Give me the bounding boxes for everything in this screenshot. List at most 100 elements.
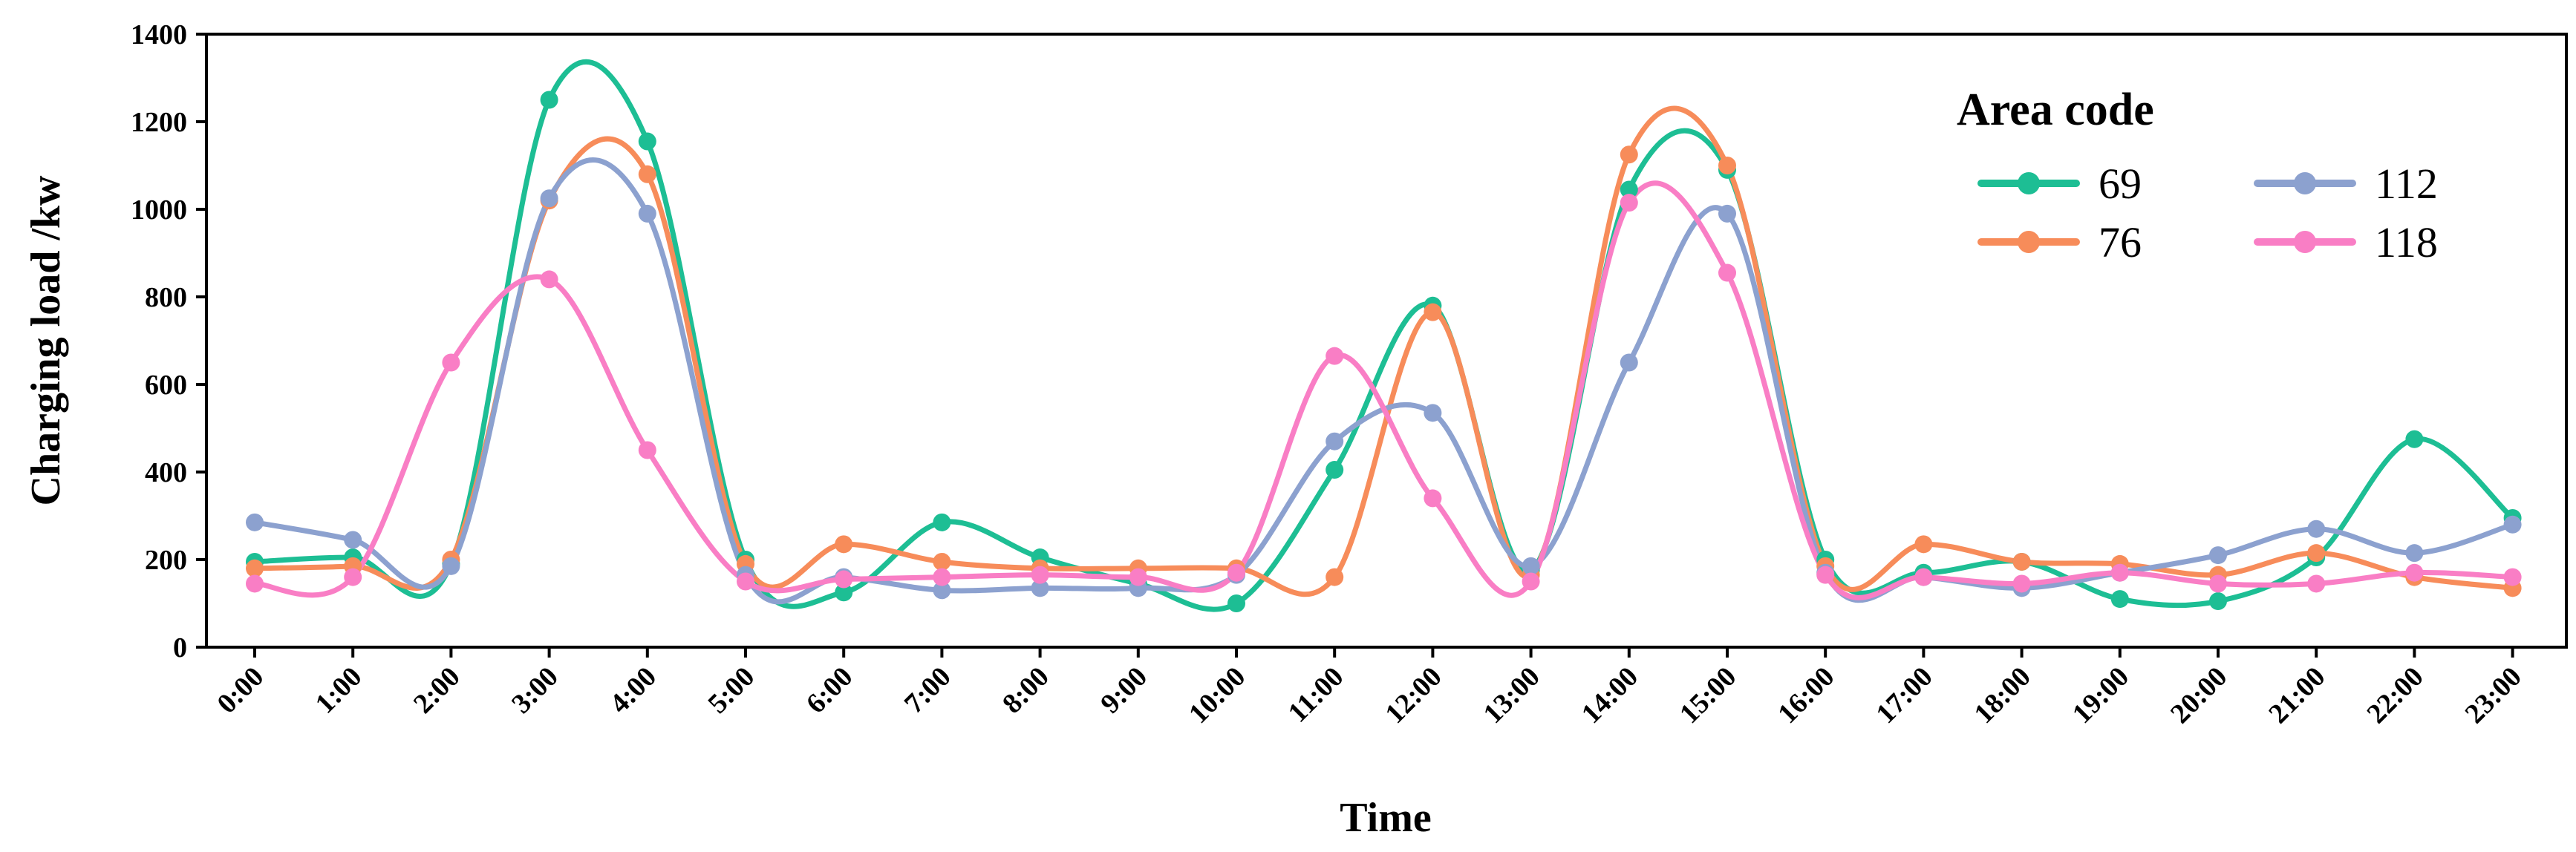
- x-tick-label: 9:00: [1095, 661, 1153, 720]
- data-point-118-12:00: [1424, 489, 1442, 508]
- data-point-118-0:00: [246, 574, 264, 593]
- data-point-118-9:00: [1129, 568, 1147, 586]
- x-tick-label: 0:00: [211, 661, 270, 720]
- data-point-69-10:00: [1227, 594, 1245, 612]
- x-tick-label: 14:00: [1576, 661, 1644, 730]
- x-tick-label: 23:00: [2459, 661, 2528, 730]
- data-point-118-4:00: [638, 441, 656, 459]
- y-tick-label: 1400: [131, 19, 187, 50]
- x-tick-label: 11:00: [1282, 661, 1350, 729]
- y-tick-label: 800: [145, 282, 187, 313]
- x-tick-label: 17:00: [1870, 661, 1938, 730]
- data-point-118-6:00: [835, 570, 853, 589]
- x-tick-label: 19:00: [2067, 661, 2135, 730]
- data-point-118-5:00: [737, 572, 754, 591]
- legend-marker-112: [2294, 172, 2316, 194]
- x-tick-label: 2:00: [408, 661, 466, 720]
- x-tick-label: 20:00: [2165, 661, 2233, 730]
- y-tick-label: 0: [173, 632, 187, 663]
- data-point-118-11:00: [1326, 347, 1344, 365]
- data-point-112-23:00: [2503, 515, 2522, 534]
- legend: Area code 69 76 112 118: [1957, 85, 2438, 266]
- series-line-118: [252, 180, 2516, 600]
- data-point-112-2:00: [442, 557, 460, 575]
- x-axis-ticks: 0:00 1:00 2:00 3:00 4:00 5:00 6:00 7:00 8:00 9:00…: [211, 647, 2528, 730]
- y-tick-label: 1200: [131, 107, 187, 138]
- data-point-112-21:00: [2307, 520, 2326, 538]
- series-lines: [252, 59, 2516, 612]
- data-point-69-19:00: [2110, 590, 2129, 609]
- data-point-118-10:00: [1227, 563, 1245, 582]
- data-point-76-15:00: [1718, 157, 1736, 174]
- y-axis-ticks: 0 200 400 600 800 1000 1200 1400: [131, 19, 206, 663]
- x-tick-label: 1:00: [310, 661, 368, 720]
- data-point-118-21:00: [2307, 574, 2326, 593]
- data-point-69-7:00: [933, 513, 951, 531]
- legend-label-76: 76: [2099, 218, 2142, 266]
- x-tick-label: 12:00: [1379, 661, 1447, 730]
- legend-label-118: 118: [2375, 218, 2438, 266]
- data-point-76-12:00: [1424, 303, 1442, 321]
- x-tick-label: 15:00: [1674, 661, 1742, 730]
- data-point-118-1:00: [344, 568, 362, 586]
- x-tick-label: 4:00: [604, 661, 662, 720]
- y-tick-label: 1000: [131, 194, 187, 226]
- legend-label-112: 112: [2375, 160, 2438, 208]
- x-tick-label: 8:00: [997, 661, 1055, 720]
- data-point-112-8:00: [1031, 579, 1049, 597]
- series-line-76: [252, 105, 2516, 597]
- data-point-76-6:00: [835, 535, 853, 554]
- data-point-118-15:00: [1718, 263, 1736, 282]
- x-tick-label: 22:00: [2361, 661, 2429, 730]
- data-point-112-12:00: [1424, 404, 1442, 422]
- data-point-118-7:00: [933, 568, 951, 586]
- data-point-118-23:00: [2503, 568, 2522, 586]
- y-tick-label: 600: [145, 370, 187, 401]
- data-point-76-11:00: [1326, 568, 1344, 586]
- data-point-76-14:00: [1620, 145, 1638, 164]
- data-point-69-4:00: [638, 132, 656, 151]
- data-point-112-4:00: [638, 204, 656, 223]
- x-tick-label: 13:00: [1478, 661, 1546, 730]
- data-point-118-20:00: [2209, 574, 2227, 593]
- x-tick-label: 6:00: [800, 661, 859, 720]
- legend-title: Area code: [1957, 85, 2154, 135]
- data-point-118-3:00: [540, 270, 558, 289]
- data-point-112-22:00: [2405, 544, 2424, 563]
- x-axis-title: Time: [1340, 795, 1431, 841]
- data-point-76-0:00: [246, 559, 264, 577]
- x-tick-label: 7:00: [899, 661, 957, 720]
- data-point-118-16:00: [1816, 566, 1835, 584]
- data-point-76-17:00: [1914, 535, 1933, 554]
- legend-marker-76: [2018, 231, 2040, 253]
- series-line-69: [252, 59, 2516, 612]
- data-point-69-22:00: [2405, 430, 2424, 448]
- y-tick-label: 400: [145, 457, 187, 488]
- data-point-69-6:00: [835, 583, 853, 602]
- data-point-76-18:00: [2012, 552, 2031, 571]
- data-point-112-20:00: [2209, 546, 2227, 565]
- data-point-112-11:00: [1326, 432, 1344, 450]
- x-tick-label: 16:00: [1772, 661, 1840, 730]
- data-point-118-22:00: [2405, 563, 2424, 582]
- data-point-69-14:00: [1620, 180, 1638, 199]
- x-tick-label: 18:00: [1969, 661, 2037, 730]
- x-tick-label: 10:00: [1183, 661, 1251, 730]
- legend-marker-118: [2294, 231, 2316, 253]
- legend-label-69: 69: [2099, 160, 2142, 208]
- data-point-112-13:00: [1522, 557, 1540, 575]
- data-point-118-14:00: [1620, 194, 1638, 212]
- data-point-69-11:00: [1326, 461, 1344, 479]
- data-point-118-13:00: [1522, 572, 1540, 591]
- y-axis-title: Charging load /kw: [23, 175, 69, 506]
- data-point-76-4:00: [638, 165, 656, 183]
- data-point-118-8:00: [1031, 566, 1049, 584]
- data-point-112-3:00: [540, 189, 558, 208]
- data-point-76-21:00: [2307, 544, 2326, 563]
- data-point-112-15:00: [1718, 204, 1736, 223]
- data-point-112-7:00: [933, 581, 951, 600]
- legend-marker-69: [2018, 172, 2040, 194]
- data-point-118-2:00: [442, 353, 460, 372]
- y-tick-label: 200: [145, 545, 187, 576]
